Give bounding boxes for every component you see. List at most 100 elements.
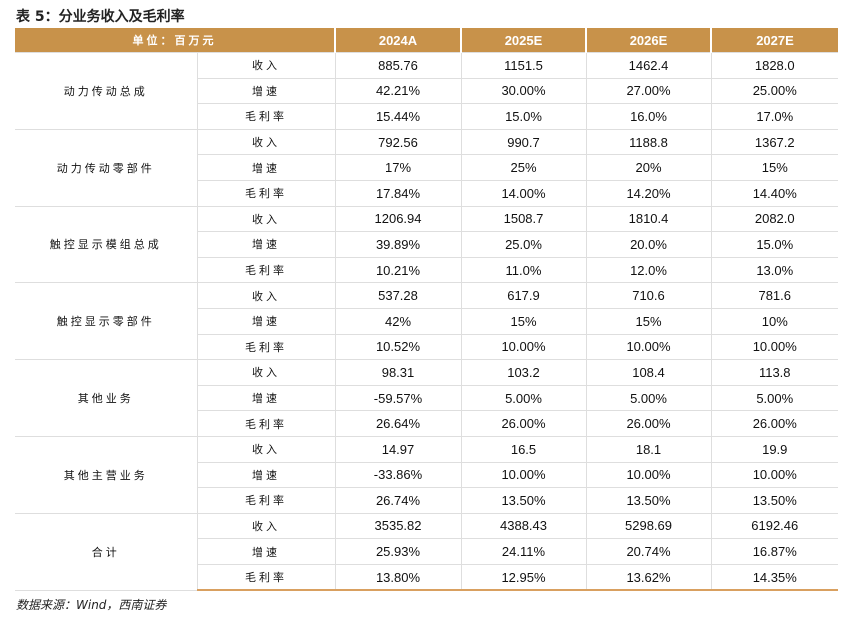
metric-label: 毛利率 <box>196 103 336 130</box>
segment-name: 动力传动总成 <box>15 52 198 130</box>
year-header: 2024A <box>335 28 462 53</box>
value-cell: 10.00% <box>585 333 712 361</box>
segment-name: 触控显示零部件 <box>15 282 198 361</box>
table-row: 动力传动零部件 收入 792.56 990.7 1188.8 1367.2 <box>15 128 838 207</box>
source-note: 数据来源：Wind，西南证券 <box>16 598 167 612</box>
value-cell: -33.86% <box>334 461 462 489</box>
value-cell: 13.50% <box>460 487 587 514</box>
value-cell: 1206.94 <box>334 205 462 233</box>
value-cell: -59.57% <box>334 384 462 412</box>
value-cell: 10.00% <box>460 461 587 489</box>
revenue-table: 单位：百万元 2024A 2025E 2026E 2027E 动力传动总成 收入 8… <box>15 28 838 592</box>
value-cell: 19.9 <box>710 435 838 463</box>
value-cell: 15% <box>710 154 838 181</box>
value-cell: 103.2 <box>460 359 587 386</box>
value-cell: 26.74% <box>334 487 462 514</box>
value-cell: 710.6 <box>585 282 712 309</box>
metric-label: 毛利率 <box>196 487 336 514</box>
year-header: 2026E <box>586 28 712 53</box>
value-cell: 17% <box>334 154 462 181</box>
metric-label: 毛利率 <box>196 410 336 437</box>
value-cell: 15.44% <box>334 103 462 130</box>
value-cell: 25.93% <box>334 538 462 565</box>
value-cell: 25.00% <box>710 77 838 105</box>
metric-label: 增速 <box>196 154 336 181</box>
value-cell: 14.97 <box>334 435 462 463</box>
metric-label: 毛利率 <box>196 179 336 207</box>
value-cell: 16.0% <box>585 103 712 130</box>
value-cell: 16.87% <box>710 538 838 565</box>
table-row: 其他业务 收入 98.31 103.2 108.4 113.8 <box>15 359 838 437</box>
value-cell: 15.0% <box>460 103 587 130</box>
value-cell: 15% <box>460 307 587 335</box>
value-cell: 10.52% <box>334 333 462 361</box>
value-cell: 42.21% <box>334 77 462 105</box>
value-cell: 10.00% <box>585 461 712 489</box>
metric-label: 增速 <box>196 384 336 412</box>
metric-label: 收入 <box>196 205 336 233</box>
value-cell: 26.00% <box>460 410 587 437</box>
value-cell: 24.11% <box>460 538 587 565</box>
value-cell: 537.28 <box>334 282 462 309</box>
value-cell: 2082.0 <box>710 205 838 233</box>
value-cell: 18.1 <box>585 435 712 463</box>
value-cell: 1462.4 <box>585 52 712 79</box>
metric-label: 毛利率 <box>196 256 336 284</box>
value-cell: 10.00% <box>460 333 587 361</box>
metric-label: 毛利率 <box>196 563 336 592</box>
value-cell: 14.35% <box>710 563 838 592</box>
metric-label: 收入 <box>196 435 336 463</box>
value-cell: 13.62% <box>585 563 712 592</box>
value-cell: 42% <box>334 307 462 335</box>
value-cell: 13.50% <box>710 487 838 514</box>
value-cell: 5.00% <box>710 384 838 412</box>
value-cell: 1367.2 <box>710 128 838 156</box>
value-cell: 15% <box>585 307 712 335</box>
value-cell: 10.00% <box>710 333 838 361</box>
value-cell: 30.00% <box>460 77 587 105</box>
value-cell: 5.00% <box>585 384 712 412</box>
value-cell: 10.21% <box>334 256 462 284</box>
table-row: 触控显示零部件 收入 537.28 617.9 710.6 781.6 <box>15 282 838 361</box>
segment-name: 动力传动零部件 <box>15 128 198 207</box>
value-cell: 1828.0 <box>710 52 838 79</box>
value-cell: 108.4 <box>585 359 712 386</box>
value-cell: 20.0% <box>585 231 712 258</box>
value-cell: 12.95% <box>460 563 587 592</box>
value-cell: 1151.5 <box>460 52 587 79</box>
value-cell: 17.84% <box>334 179 462 207</box>
value-cell: 1810.4 <box>585 205 712 233</box>
table-row: 毛利率 10.21% 11.0% 12.0% 13.0% <box>15 256 838 284</box>
metric-label: 收入 <box>196 359 336 386</box>
metric-label: 增速 <box>196 538 336 565</box>
value-cell: 25% <box>460 154 587 181</box>
value-cell: 11.0% <box>460 256 587 284</box>
value-cell: 617.9 <box>460 282 587 309</box>
metric-label: 收入 <box>196 52 336 79</box>
value-cell: 5.00% <box>460 384 587 412</box>
value-cell: 10% <box>710 307 838 335</box>
metric-label: 毛利率 <box>196 333 336 361</box>
value-cell: 1188.8 <box>585 128 712 156</box>
value-cell: 792.56 <box>334 128 462 156</box>
value-cell: 6192.46 <box>710 512 838 540</box>
unit-header: 单位：百万元 <box>15 28 336 53</box>
value-cell: 98.31 <box>334 359 462 386</box>
value-cell: 12.0% <box>585 256 712 284</box>
segment-name: 其他主营业务 <box>15 435 198 514</box>
table-row: 毛利率 17.84% 14.00% 14.20% 14.40% <box>15 179 838 207</box>
segment-name: 其他业务 <box>15 359 198 437</box>
metric-label: 收入 <box>196 282 336 309</box>
value-cell: 10.00% <box>710 461 838 489</box>
value-cell: 14.40% <box>710 179 838 207</box>
metric-label: 增速 <box>196 307 336 335</box>
value-cell: 20% <box>585 154 712 181</box>
value-cell: 3535.82 <box>334 512 462 540</box>
metric-label: 收入 <box>196 512 336 540</box>
table-row: 触控显示模组总成 收入 1206.94 1508.7 1810.4 2082.0 <box>15 205 838 284</box>
value-cell: 26.00% <box>585 410 712 437</box>
value-cell: 14.00% <box>460 179 587 207</box>
value-cell: 14.20% <box>585 179 712 207</box>
value-cell: 13.0% <box>710 256 838 284</box>
metric-label: 收入 <box>196 128 336 156</box>
